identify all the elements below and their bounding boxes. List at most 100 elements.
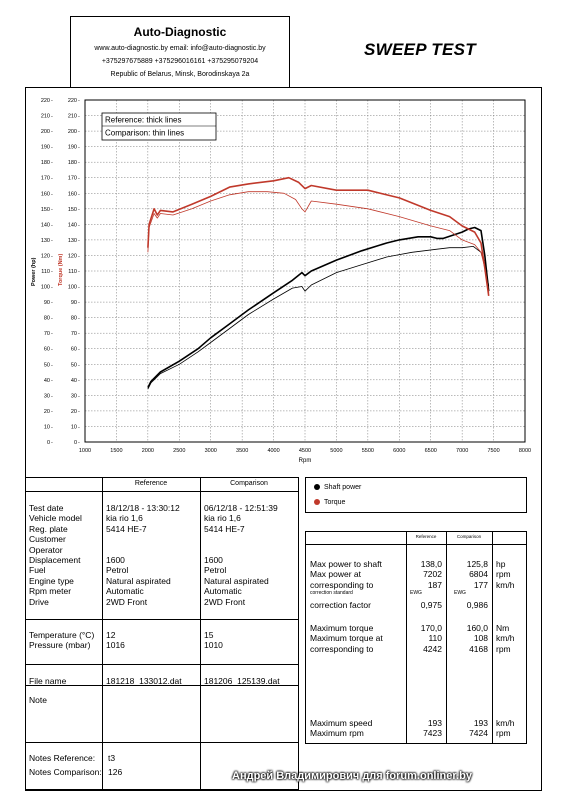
plot-border (84, 99, 526, 443)
x-tick-label: 4500 (299, 448, 311, 454)
result-ref: 138,0 (420, 559, 442, 569)
notes-reference-value: t3 (108, 753, 116, 763)
y-tick-label-torque: 0 (74, 440, 77, 446)
y-tick-dash-power: - (51, 347, 53, 353)
y-tick-label-power: 200 (41, 129, 50, 135)
info-cell-cmp: 1600 (204, 555, 223, 566)
legend-note-comparison: Comparison: thin lines (105, 129, 184, 138)
y-tick-dash-torque: - (78, 378, 80, 384)
y-tick-label-torque: 50 (71, 362, 77, 368)
y-tick-dash-power: - (51, 114, 53, 120)
info-cell-cmp (201, 534, 281, 544)
info-cell-cmp: 5414 HE-7 (204, 523, 245, 534)
y-tick-label-power: 140 (41, 222, 50, 228)
info-cell-label: Customer (29, 534, 66, 545)
y-tick-label-power: 40 (44, 378, 50, 384)
result-label: corresponding to (310, 643, 374, 654)
y-tick-dash-torque: - (78, 98, 80, 104)
result-unit: rpm (496, 728, 511, 739)
result-label: Maximum torque (310, 623, 374, 633)
y-tick-label-power: 190 (41, 145, 50, 151)
info-cell-ref: 2WD Front (106, 596, 148, 607)
info-cell-label: Operator (29, 544, 63, 555)
y-tick-dash-power: - (51, 176, 53, 182)
info-row: Customer (26, 534, 281, 544)
result-cmp: 7424 (469, 728, 488, 739)
torque-comparison-line (147, 191, 490, 293)
y-tick-dash-torque: - (78, 409, 80, 415)
results-col-reference: Reference (415, 534, 437, 539)
result-label: Maximum torque at (310, 633, 383, 644)
info-cell-label: Reg. plate (29, 523, 68, 534)
info-row: Test date 18/12/18 - 13:30:12 06/12/18 - 1… (26, 503, 281, 513)
info-cell-ref: 12 (106, 630, 116, 640)
result-cmp: 177 (473, 579, 488, 590)
info-cell-cmp: 15 (204, 630, 214, 640)
info-cell-ref: Automatic (106, 586, 144, 597)
header-contact-web: www.auto-diagnostic.by email: info@auto-… (94, 45, 266, 52)
y-tick-dash-power: - (51, 409, 53, 415)
y-tick-label-torque: 190 (68, 145, 77, 151)
file-cmp: 181206_125139.dat (204, 676, 280, 686)
y-tick-label-torque: 30 (71, 393, 77, 399)
result-label: Maximum speed (310, 718, 373, 728)
results-col-comparison: Comparison (456, 534, 482, 539)
notes-comparison-value: 126 (108, 767, 123, 777)
info-cell-ref: Petrol (106, 565, 129, 576)
info-cell-label: Rpm meter (29, 586, 72, 597)
info-row: Drive 2WD Front 2WD Front (26, 597, 281, 607)
y-tick-dash-power: - (51, 269, 53, 275)
y-tick-label-power: 50 (44, 362, 50, 368)
y-tick-dash-torque: - (78, 253, 80, 259)
y-tick-label-torque: 70 (71, 331, 77, 337)
y-tick-label-power: 60 (44, 347, 50, 353)
y-tick-label-torque: 40 (71, 378, 77, 384)
x-tick-label: 3500 (236, 448, 248, 454)
result-unit: Nm (496, 623, 510, 633)
shaft-power-comparison-line (147, 245, 490, 390)
y-tick-label-power: 20 (44, 409, 50, 415)
col-header-reference: Reference (134, 480, 168, 487)
dyno-chart: 1000 1500 2000 2500 3000 3500 4000 4500 5000 5500… (31, 98, 531, 464)
result-ref: 0,975 (420, 600, 442, 610)
legend-item-torque: Torque (314, 499, 345, 506)
y-tick-label-torque: 220 (68, 98, 77, 104)
y-tick-dash-power: - (51, 129, 53, 135)
y-tick-dash-power: - (51, 253, 53, 259)
y-tick-label-power: 90 (44, 300, 50, 306)
y-tick-label-torque: 20 (71, 409, 77, 415)
legend-swatch-black (314, 484, 320, 490)
vehicle-info-rows: Test date 18/12/18 - 13:30:12 06/12/18 - 1… (26, 503, 281, 607)
correction-standard-cmp: EWG (454, 590, 466, 596)
info-row: Fuel Petrol Petrol (26, 565, 281, 575)
y-tick-dash-power: - (51, 440, 53, 446)
result-unit: rpm (496, 643, 511, 654)
x-tick-label: 2500 (173, 448, 185, 454)
y-tick-label-torque: 200 (68, 129, 77, 135)
result-cmp: 6804 (469, 569, 488, 580)
result-label: Max power to shaft (310, 559, 382, 569)
info-cell-cmp (201, 545, 281, 555)
y-tick-label-torque: 140 (68, 222, 77, 228)
result-ref: 7423 (423, 728, 442, 739)
result-unit: hp (496, 559, 506, 569)
y-tick-label-torque: 130 (68, 238, 77, 244)
y-tick-label-torque: 180 (68, 160, 77, 166)
info-cell-ref: kia rio 1,6 (106, 513, 143, 524)
info-cell-label: Fuel (29, 565, 46, 576)
y-tick-dash-torque: - (78, 191, 80, 197)
result-ref: 170,0 (420, 623, 442, 633)
info-cell-ref: 1016 (106, 640, 125, 651)
y-tick-dash-torque: - (78, 238, 80, 244)
y-tick-label-power: 180 (41, 160, 50, 166)
y-tick-dash-power: - (51, 300, 53, 306)
y-tick-label-torque: 10 (71, 424, 77, 430)
x-tick-label: 6500 (425, 448, 437, 454)
x-tick-label: 3000 (205, 448, 217, 454)
y-tick-dash-torque: - (78, 440, 80, 446)
y-axis-label-power: Power (hp) (31, 257, 37, 286)
y-tick-dash-power: - (51, 424, 53, 430)
y-tick-dash-power: - (51, 331, 53, 337)
legend-note-reference: Reference: thick lines (105, 116, 181, 125)
result-label: Max power at (310, 569, 362, 580)
